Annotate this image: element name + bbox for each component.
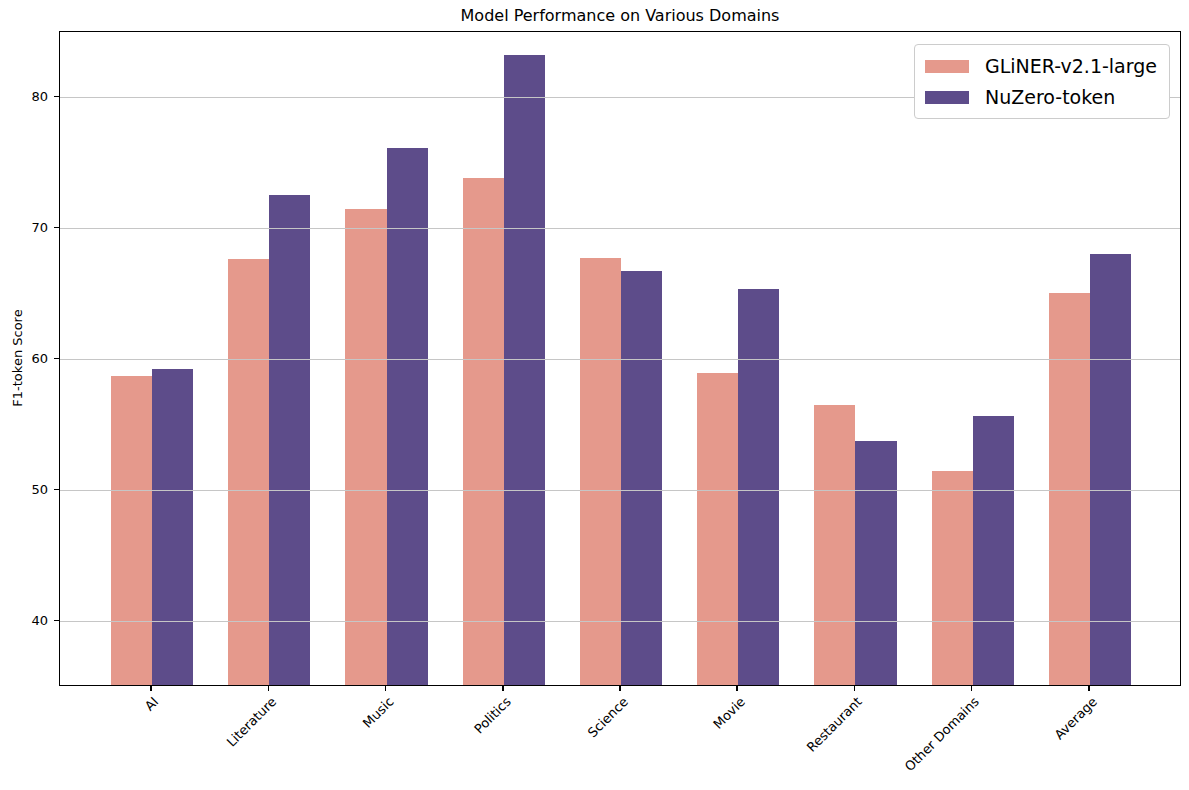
bar-GLiNER-v2.1-large-AI <box>111 376 152 685</box>
bar-NuZero-token-Other Domains <box>973 416 1014 685</box>
x-tick-label-AI: AI <box>142 694 162 714</box>
bar-NuZero-token-Politics <box>504 55 545 685</box>
y-tick-mark-80 <box>54 96 59 98</box>
figure: Model Performance on Various Domains F1-… <box>0 0 1189 790</box>
bar-GLiNER-v2.1-large-Politics <box>463 178 504 685</box>
plot-area: GLiNER-v2.1-large NuZero-token <box>59 31 1181 686</box>
y-tick-mark-40 <box>54 620 59 622</box>
y-tick-label-50: 50 <box>0 482 48 498</box>
legend-swatch <box>925 91 969 104</box>
x-tick-mark-Music <box>385 686 387 691</box>
legend: GLiNER-v2.1-large NuZero-token <box>914 44 1170 119</box>
x-tick-label-Restaurant: Restaurant <box>804 694 865 755</box>
y-tick-mark-70 <box>54 227 59 229</box>
bar-NuZero-token-Movie <box>738 289 779 685</box>
legend-item-NuZero-token: NuZero-token <box>925 85 1157 109</box>
y-tick-label-40: 40 <box>0 613 48 629</box>
legend-item-GLiNER-v2.1-large: GLiNER-v2.1-large <box>925 54 1157 78</box>
x-tick-label-Average: Average <box>1051 694 1099 742</box>
chart-title: Model Performance on Various Domains <box>59 6 1181 25</box>
x-tick-mark-Literature <box>268 686 270 691</box>
y-tick-label-70: 70 <box>0 220 48 236</box>
bar-NuZero-token-Restaurant <box>855 441 896 685</box>
x-tick-label-Science: Science <box>584 694 630 740</box>
x-tick-label-Politics: Politics <box>471 694 514 737</box>
y-tick-label-60: 60 <box>0 351 48 367</box>
gridline-40 <box>60 621 1180 623</box>
y-tick-label-80: 80 <box>0 89 48 105</box>
bar-NuZero-token-AI <box>152 369 193 685</box>
x-tick-mark-AI <box>150 686 152 691</box>
legend-label: GLiNER-v2.1-large <box>985 54 1157 78</box>
bar-GLiNER-v2.1-large-Music <box>345 209 386 685</box>
x-tick-mark-Movie <box>736 686 738 691</box>
bar-GLiNER-v2.1-large-Movie <box>697 373 738 685</box>
bar-NuZero-token-Literature <box>269 195 310 685</box>
bar-GLiNER-v2.1-large-Other Domains <box>932 471 973 685</box>
gridline-70 <box>60 228 1180 230</box>
bar-GLiNER-v2.1-large-Restaurant <box>814 405 855 685</box>
x-tick-mark-Politics <box>502 686 504 691</box>
x-tick-mark-Average <box>1088 686 1090 691</box>
x-tick-mark-Other Domains <box>971 686 973 691</box>
x-tick-mark-Restaurant <box>854 686 856 691</box>
gridline-50 <box>60 490 1180 492</box>
legend-label: NuZero-token <box>985 85 1115 109</box>
y-tick-mark-50 <box>54 489 59 491</box>
bar-NuZero-token-Science <box>621 271 662 685</box>
x-tick-label-Movie: Movie <box>710 694 748 732</box>
x-tick-label-Other Domains: Other Domains <box>902 694 982 774</box>
gridline-60 <box>60 359 1180 361</box>
x-tick-label-Literature: Literature <box>223 694 279 750</box>
x-tick-label-Music: Music <box>359 694 396 731</box>
legend-swatch <box>925 60 969 73</box>
x-tick-mark-Science <box>619 686 621 691</box>
y-tick-mark-60 <box>54 358 59 360</box>
